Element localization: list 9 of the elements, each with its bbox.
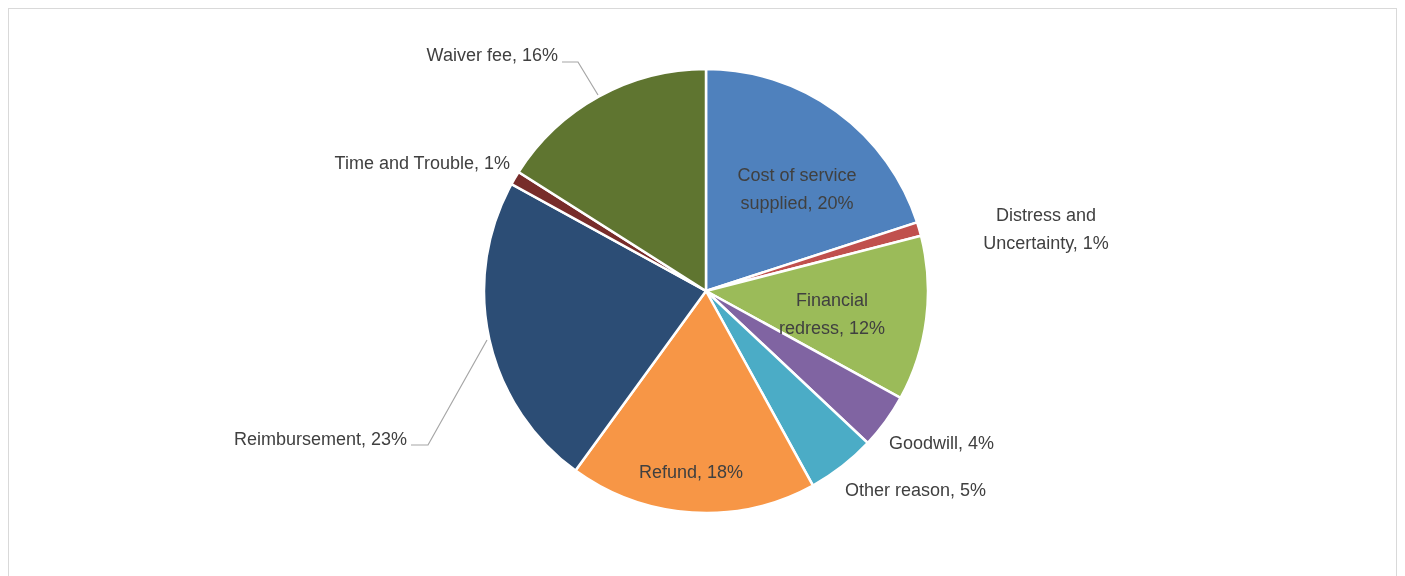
slice-label: Cost of service supplied, 20%	[737, 165, 857, 213]
slice-label: Reimbursement, 23%	[233, 429, 407, 449]
slice-label: Distress and Uncertainty, 1%	[983, 205, 1109, 253]
slice-label: Goodwill, 4%	[889, 433, 995, 453]
slice-label: Time and Trouble, 1%	[334, 153, 510, 173]
slice-label: Financial redress, 12%	[778, 290, 886, 338]
slice-label: Waiver fee, 16%	[426, 45, 558, 65]
slice-label: Other reason, 5%	[845, 480, 987, 500]
slice-label: Refund, 18%	[638, 462, 744, 482]
